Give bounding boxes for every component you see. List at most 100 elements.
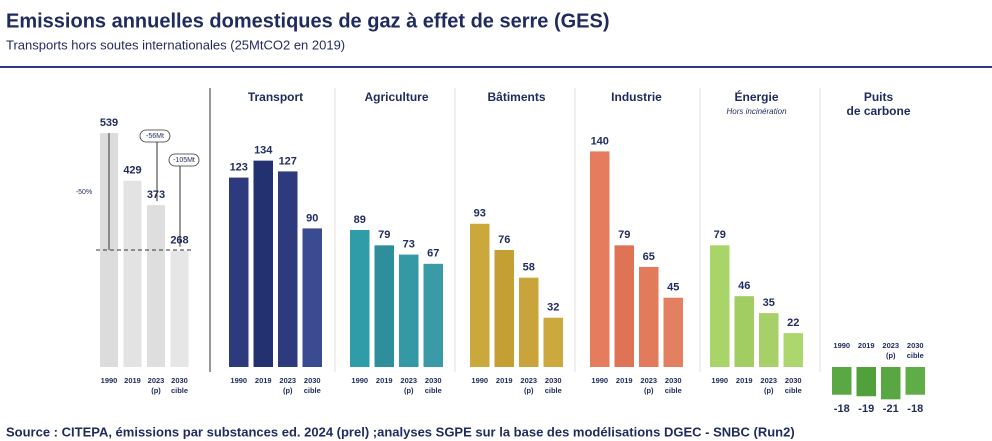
title: Emissions annuelles domestiques de gaz à… [6, 10, 610, 32]
x-tick-label: 2030 [545, 376, 562, 385]
value-label: 79 [378, 229, 390, 241]
bar [519, 277, 539, 367]
value-label: 123 [230, 161, 248, 173]
x-tick-label: cible [425, 386, 442, 395]
group-label: Agriculture [364, 90, 428, 104]
value-label: 93 [474, 208, 486, 220]
bar [590, 151, 610, 367]
x-tick-label: 1990 [711, 376, 728, 385]
bar [229, 177, 249, 367]
bar [278, 171, 298, 367]
x-tick-label: (p) [283, 386, 293, 395]
x-tick-label: (p) [524, 386, 534, 395]
bar [170, 250, 189, 367]
bar [832, 367, 852, 395]
bar [374, 245, 394, 367]
group-label: Puits [864, 90, 894, 104]
x-tick-label: 2019 [496, 376, 513, 385]
group-label: Industrie [611, 90, 662, 104]
x-tick-label: (p) [404, 386, 414, 395]
bar [856, 367, 876, 397]
x-tick-label: 2030 [304, 376, 321, 385]
group-label: Énergie [734, 89, 778, 104]
source: Source : CITEPA, émissions par substance… [6, 424, 795, 439]
bar [905, 367, 925, 395]
x-tick-label: 2019 [124, 376, 141, 385]
value-label: 539 [100, 117, 118, 129]
bar [759, 313, 779, 367]
value-label: 79 [618, 229, 630, 241]
annotation: -50% [76, 189, 92, 196]
group-label: de carbone [846, 104, 910, 118]
value-label: 35 [763, 297, 775, 309]
x-tick-label: 2023 [760, 376, 777, 385]
annotation-pill [139, 129, 171, 143]
bar [494, 249, 514, 367]
x-tick-label: 1990 [351, 376, 368, 385]
bar [663, 297, 683, 367]
value-label: -21 [883, 403, 899, 415]
bar [470, 223, 490, 367]
value-label: 90 [306, 212, 318, 224]
value-label: 45 [667, 282, 679, 294]
bar [399, 254, 419, 367]
x-tick-label: 2023 [640, 376, 657, 385]
value-label: 58 [523, 262, 535, 274]
x-tick-label: 2019 [255, 376, 272, 385]
value-label: 22 [787, 317, 799, 329]
value-label: -19 [858, 403, 874, 415]
value-label: 73 [403, 238, 415, 250]
x-tick-label: (p) [151, 386, 161, 395]
annotation: -105Mt [173, 157, 195, 164]
bar [350, 229, 370, 367]
x-tick-label: 1990 [591, 376, 608, 385]
value-label: 429 [123, 165, 141, 177]
value-label: 67 [427, 248, 439, 260]
x-tick-label: 2030 [425, 376, 442, 385]
bar [543, 317, 563, 367]
x-tick-label: 2019 [736, 376, 753, 385]
value-label: 127 [279, 155, 297, 167]
x-tick-label: 2023 [520, 376, 537, 385]
bar [614, 245, 634, 367]
value-label: 76 [498, 234, 510, 246]
value-label: -18 [834, 403, 850, 415]
value-label: 32 [547, 302, 559, 314]
group-label: Bâtiments [487, 90, 545, 104]
bar [253, 160, 273, 367]
value-label: 134 [254, 145, 273, 157]
subtitle: Transports hors soutes internationales (… [6, 37, 345, 52]
bar [147, 205, 165, 367]
x-tick-label: cible [304, 386, 321, 395]
bar [123, 180, 142, 367]
bar [639, 266, 659, 367]
x-tick-label: 1990 [833, 341, 850, 350]
group-label: Transport [248, 90, 303, 104]
bar [302, 228, 322, 367]
x-tick-label: cible [171, 386, 188, 395]
x-tick-label: cible [907, 351, 924, 360]
x-tick-label: (p) [886, 351, 896, 360]
value-label: -18 [907, 403, 923, 415]
value-label: 79 [714, 229, 726, 241]
x-tick-label: cible [665, 386, 682, 395]
x-tick-label: 2019 [858, 341, 875, 350]
x-tick-label: 2030 [665, 376, 682, 385]
annotation: -56Mt [146, 133, 164, 140]
bar [423, 263, 443, 367]
bar [734, 296, 754, 367]
value-label: 89 [354, 214, 366, 226]
x-tick-label: cible [785, 386, 802, 395]
x-tick-label: 1990 [101, 376, 118, 385]
value-label: 140 [591, 135, 609, 147]
annotation-pill [168, 153, 200, 167]
x-tick-label: (p) [764, 386, 774, 395]
x-tick-label: 2023 [279, 376, 296, 385]
x-tick-label: 1990 [230, 376, 247, 385]
x-tick-label: cible [545, 386, 562, 395]
value-label: 373 [147, 189, 165, 201]
x-tick-label: (p) [644, 386, 654, 395]
x-tick-label: 2023 [148, 376, 165, 385]
value-label: 46 [738, 280, 750, 292]
